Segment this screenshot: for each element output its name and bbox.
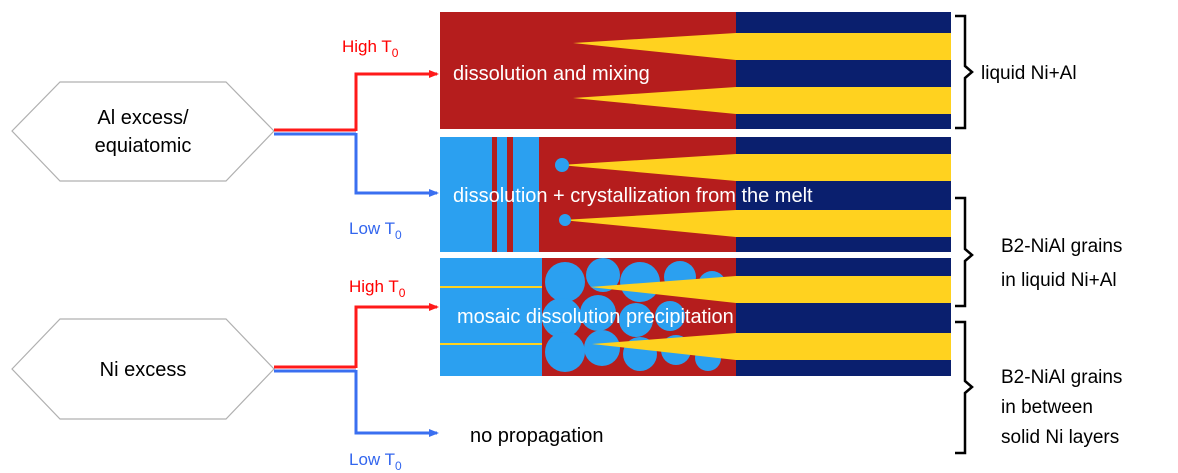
al-high-arrow [354,70,439,131]
ni-branch-arrows [274,303,439,437]
source-al-line2: equiatomic [95,135,192,157]
bracket-2: B2-NiAl grains in liquid Ni+Al [955,196,1122,308]
al-branch-arrows [274,70,439,197]
source-al-excess: Al excess/ equiatomic [11,81,275,182]
ni-high-arrow [354,303,439,368]
regime-label-4: no propagation [470,425,603,447]
regime-label-1: dissolution and mixing [453,63,650,85]
source-ni-label: Ni excess [100,359,187,381]
panel-dissolution-mixing: dissolution and mixing [440,12,951,129]
al-high-label: High T0 [342,37,399,60]
bracket-1-line1: liquid Ni+Al [981,63,1077,84]
ni-high-label: High T0 [349,277,406,300]
bracket-3-line1: B2-NiAl grains [1001,367,1122,388]
bracket-2-line1: B2-NiAl grains [1001,236,1122,257]
regime-label-2: dissolution + crystallization from the m… [453,185,813,207]
ni-low-label: Low T0 [349,450,402,473]
al-low-arrow [354,133,439,197]
al-low-label: Low T0 [349,219,402,242]
source-al-line1: Al excess/ [97,107,189,129]
bracket-1: liquid Ni+Al [955,14,1077,130]
ni-low-arrow [354,370,439,437]
source-ni-excess: Ni excess [11,318,275,420]
panel-dissolution-crystallization: dissolution + crystallization from the m… [440,137,951,252]
regime-label-3: mosaic dissolution precipitation [457,306,734,328]
bracket-2-line2: in liquid Ni+Al [1001,270,1117,291]
panel-mosaic: mosaic dissolution precipitation [440,258,951,376]
bracket-3-line3: solid Ni layers [1001,427,1119,448]
bracket-3-line2: in between [1001,397,1093,418]
bracket-3: B2-NiAl grains in between solid Ni layer… [955,320,1122,455]
